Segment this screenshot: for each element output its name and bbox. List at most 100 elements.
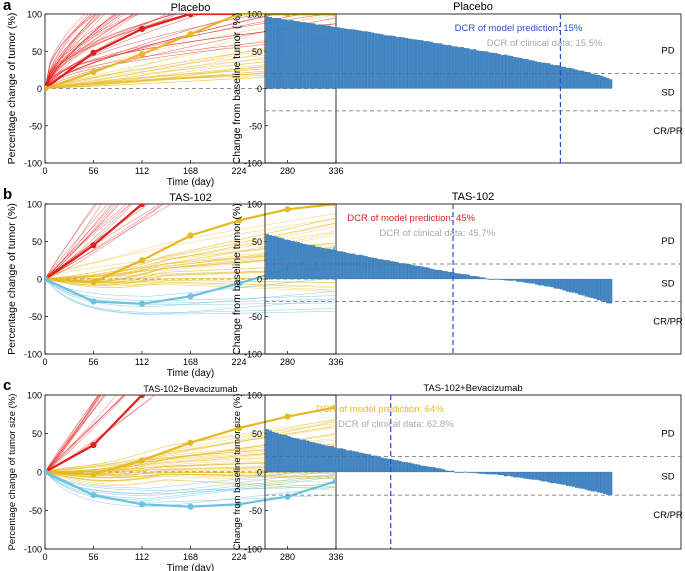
panel-c-right-bar [507, 471, 511, 476]
panel-b-left-progressive-trajectory [45, 204, 164, 280]
panel-b-right-chart: -100 -50 0 50 100 DCR of model prediction: 45… [231, 191, 683, 360]
panel-b-right-bar [408, 264, 412, 280]
panel-c-left-progressive-trajectory [45, 395, 99, 473]
panel-b-right-bar [411, 265, 415, 280]
panel-a-left-y-tick-label: 50 [32, 47, 42, 57]
panel-a-right-bar [299, 22, 303, 89]
panel-c-right-bar [380, 457, 384, 473]
panel-b-right-bar [398, 263, 402, 280]
panel-b-left-chart: -100 -50 0 50 100 0 56 112 168 224 280 336 TAS-102 Ti… [6, 192, 344, 379]
panel-b-right-bar [448, 272, 452, 280]
panel-c-right-bar [367, 454, 371, 473]
panel-b-right-bar [426, 267, 430, 280]
panel-a-right-bar [364, 31, 368, 89]
panel-c-right-bar [278, 434, 282, 473]
panel-c-left-responder-trajectory [45, 467, 336, 489]
panel-a-right-bar [383, 35, 387, 89]
panel-b-right-bar [516, 278, 520, 282]
panel-b-left-responder-median-point [138, 300, 146, 307]
panel-b-right-dcr-clinical-label: DCR of clinical data: 45.7% [379, 228, 495, 239]
panel-a-right-y-tick-label: -50 [249, 121, 262, 131]
panel-c-right-bar [550, 471, 554, 484]
panel-c-right-bar [383, 458, 387, 473]
panel-c-right-bar [544, 471, 548, 482]
panel-c-left-y-tick-label: 0 [37, 468, 42, 478]
panel-b-right-bar [547, 278, 551, 287]
panel-a-right-bar [408, 38, 412, 89]
panel-b-right-bar [482, 277, 486, 280]
panel-b-right-bar [389, 261, 393, 280]
panel-c-right-bar [476, 471, 480, 474]
panel-c-left-progressive-trajectory [45, 395, 126, 473]
panel-b-right-bar [525, 278, 529, 283]
panel-a-right-bar [361, 31, 365, 89]
panel-a-right-bar [500, 55, 504, 89]
panel-a-left-stable-median-point [332, 14, 336, 18]
panel-c-right-bar [315, 443, 319, 473]
panel-a-right-bar [435, 43, 440, 89]
panel-c-right-bar [494, 471, 498, 475]
panel-a-right-bar [513, 57, 517, 89]
panel-a-right-bar [426, 41, 430, 89]
panel-a-left-progressive-trajectory [45, 14, 125, 89]
panel-b-left-title: TAS-102 [169, 192, 212, 204]
panel-a-left-progressive-trajectory [45, 14, 246, 89]
panel-b-right-bar [306, 244, 310, 280]
panel-c-left-stable-median-point [284, 413, 291, 420]
panel-a-left-progressive-trajectory [45, 14, 106, 89]
panel-c-right-bar [423, 465, 427, 473]
panel-a-right-bar [596, 74, 600, 89]
panel-c-right-bar [377, 456, 381, 473]
panel-c-right-bar [395, 460, 399, 473]
panel-c-right-bar [454, 471, 458, 473]
panel-a-right-bar [568, 68, 573, 89]
panel-b-right-bar [401, 263, 406, 280]
panel-c-right-bar [392, 459, 396, 473]
panel-c-right-category-label-cr-pr: CR/PR [653, 510, 683, 521]
panel-b-left-x-tick-label: 336 [328, 357, 343, 367]
panel-a-right-bar [417, 39, 421, 89]
panel-c-right-bar [287, 436, 291, 473]
panel-a-right-category-label-cr-pr: CR/PR [653, 126, 683, 137]
panel-c-right-dcr-clinical-label: DCR of clinical data: 62.8% [338, 419, 454, 430]
panel-a-right-bar [315, 24, 319, 89]
panel-b-left-stable-median-point [332, 204, 336, 208]
panel-a-left-progressive-trajectory [45, 14, 176, 89]
panel-a-right-bar [330, 26, 334, 89]
panel-c-right-bar [324, 445, 328, 473]
panel-c-left-y-tick-label: 50 [32, 429, 42, 439]
panel-b-right-bar [599, 278, 603, 301]
panel-c-left-x-tick-label: 56 [88, 552, 98, 562]
panel-c-right-bar [284, 435, 288, 473]
panel-c-right-bar [420, 465, 424, 473]
panel-c-right-bar [265, 429, 269, 473]
panel-a-right-bar [510, 56, 514, 89]
panel-c-right-bar [333, 447, 337, 473]
panel-c-right-bar [531, 471, 535, 480]
panel-c-right-bar [575, 471, 579, 488]
panel-a-left-x-tick-label: 56 [88, 166, 98, 176]
panel-b-left-stable-trajectory [45, 278, 336, 291]
panel-b-right-bar [463, 274, 467, 280]
panel-b-right-bar [593, 278, 597, 299]
panel-a-right-bar [581, 70, 585, 89]
panel-a-right-bar [439, 43, 443, 89]
panel-c-left-progressive-trajectory [45, 395, 100, 473]
panel-c-right-bar [479, 471, 483, 474]
panel-c-left-responder-median-point [138, 501, 146, 508]
panel-a-right-bar [337, 27, 341, 89]
panel-a-right-bar [559, 66, 563, 89]
panel-b-left-responder-trajectory [45, 278, 336, 313]
panel-c-right-bar [568, 471, 573, 487]
panel-a-right-bar [541, 62, 545, 89]
panel-a-right-bar [460, 47, 464, 89]
panel-a-right-bar [306, 22, 310, 89]
panel-c-left-y-axis-label: Percentage change of tumor size (%) [7, 394, 18, 551]
panel-b-right-bar [534, 278, 538, 285]
panel-c-left-x-tick-label: 224 [231, 552, 246, 562]
panel-b-left-progressive-trajectory [45, 204, 114, 280]
panel-a-left-progressive-trajectory [45, 14, 173, 89]
panel-a-right-bar [494, 53, 498, 89]
panel-b-right-bar [333, 249, 337, 280]
panel-c-left-progressive-trajectory [45, 395, 126, 473]
